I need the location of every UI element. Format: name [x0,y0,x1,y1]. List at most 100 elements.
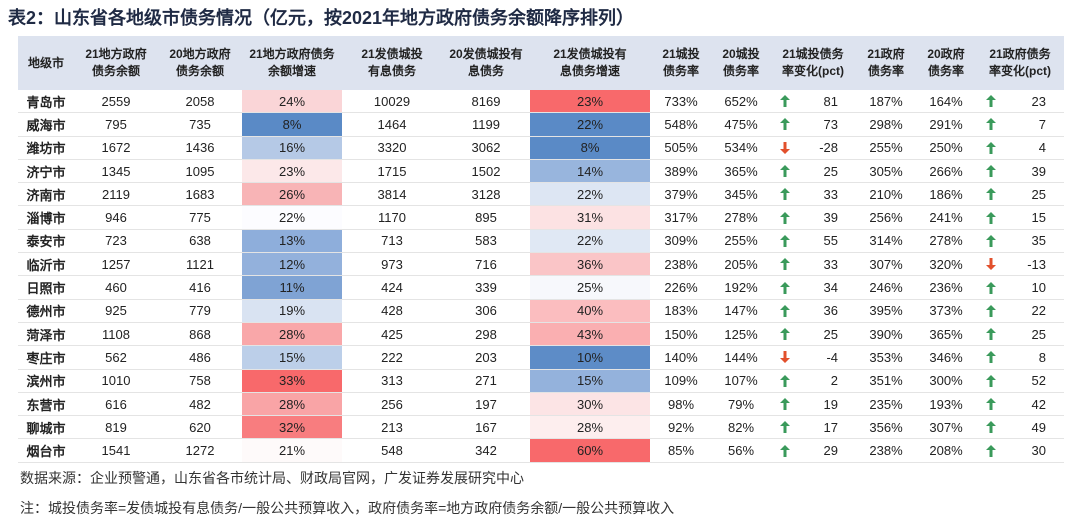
cell: 167 [442,415,530,440]
cell: 1199 [442,112,530,137]
change-wrap: -4 [770,350,856,365]
cell: 25% [530,275,650,300]
cell: 241% [916,205,976,230]
city-cell: 潍坊市 [18,136,74,160]
cell: 28% [242,322,342,347]
cell: 203 [442,345,530,370]
table-row: 聊城市 819 620 32% 213 167 28% 92% 82% 17 356% 307% 49 [18,415,1064,440]
change-value: -13 [1027,256,1046,272]
city-cell: 东营市 [18,392,74,417]
change-cell: 25 [770,159,856,184]
table-row: 菏泽市 1108 868 28% 425 298 43% 150% 125% 25 390% 365%… [18,322,1064,347]
cell: 22% [530,229,650,254]
change-cell: 81 [770,90,856,114]
cell: 309% [650,229,712,254]
city-cell: 枣庄市 [18,345,74,370]
change-value: 15 [1031,210,1046,226]
city-cell: 德州市 [18,299,74,323]
cell: 365% [916,322,976,347]
cell: 1010 [74,369,158,393]
change-value: -28 [819,140,838,156]
cell: 140% [650,345,712,370]
cell: 3128 [442,182,530,207]
change-value: -4 [826,349,838,365]
change-cell: 30 [976,438,1064,463]
cell: 92% [650,415,712,440]
cell: 278% [916,229,976,254]
cell: 373% [916,299,976,323]
cell: 925 [74,299,158,323]
change-cell: 25 [976,322,1064,347]
header-cell: 21地方政府债务 余额增速 [249,47,335,78]
cell: 22% [530,182,650,207]
change-value: 2 [830,373,838,389]
cell: 713 [342,229,442,254]
header-cell: 20政府 债务率 [927,47,965,78]
cell: 314% [856,229,916,254]
change-value: 52 [1031,373,1046,389]
up-arrow [780,188,790,201]
up-arrow [780,258,790,271]
cell: 482 [158,392,242,417]
cell: 1541 [74,438,158,463]
cell: 266% [916,159,976,184]
up-arrow [780,234,790,247]
up-arrow [780,118,790,131]
cell: 109% [650,369,712,393]
change-cell: 19 [770,392,856,417]
note: 注：城投债务率=发债城投有息债务/一般公共预算收入，政府债务率=地方政府债务余额… [20,500,675,516]
cell: 2058 [158,90,242,114]
down-arrow [986,258,996,271]
change-cell: 4 [976,136,1064,160]
cell: 250% [916,136,976,160]
change-cell: -28 [770,136,856,160]
city-cell: 威海市 [18,112,74,137]
up-arrow [780,398,790,410]
cell: 298 [442,322,530,347]
cell: 226% [650,275,712,300]
cell: 32% [242,415,342,440]
cell: 342 [442,438,530,463]
change-value: 4 [1038,140,1046,156]
cell: 1121 [158,252,242,277]
change-cell: 2 [770,369,856,393]
table-row: 东营市 616 482 28% 256 197 30% 98% 79% 19 235% 193% 42 [18,392,1064,417]
cell: 33% [242,369,342,393]
cell: 346% [916,345,976,370]
change-value: 55 [823,233,838,249]
header-cell: 21发债城投有 息债务增速 [553,47,627,78]
cell: 895 [442,205,530,230]
change-cell: 29 [770,438,856,463]
header-cell: 20地方政府 债务余额 [169,47,231,78]
table-row: 临沂市 1257 1121 12% 973 716 36% 238% 205% 33 307% 320… [18,252,1064,277]
down-arrow [780,351,790,364]
up-arrow [986,444,996,457]
cell: 428 [342,299,442,323]
up-arrow [780,211,790,224]
cell: 246% [856,275,916,300]
change-wrap: 33 [770,187,856,202]
cell: 416 [158,275,242,300]
cell: 291% [916,112,976,137]
change-wrap: 7 [976,117,1064,132]
cell: 213 [342,415,442,440]
change-value: 25 [823,326,838,342]
cell: 10% [530,345,650,370]
cell: 278% [712,205,770,230]
cell: 307% [856,252,916,277]
cell: 313 [342,369,442,393]
cell: 620 [158,415,242,440]
city-cell: 日照市 [18,275,74,300]
change-cell: 39 [976,159,1064,184]
change-cell: -4 [770,345,856,370]
header-cell: 21城投债务 率变化(pct) [782,47,844,78]
change-value: 17 [823,419,838,435]
cell: 125% [712,322,770,347]
cell: 723 [74,229,158,254]
cell: 12% [242,252,342,277]
header-cell: 20发债城投有 息债务 [449,47,523,78]
cell: 186% [916,182,976,207]
cell: 208% [916,438,976,463]
city-cell: 聊城市 [18,415,74,440]
